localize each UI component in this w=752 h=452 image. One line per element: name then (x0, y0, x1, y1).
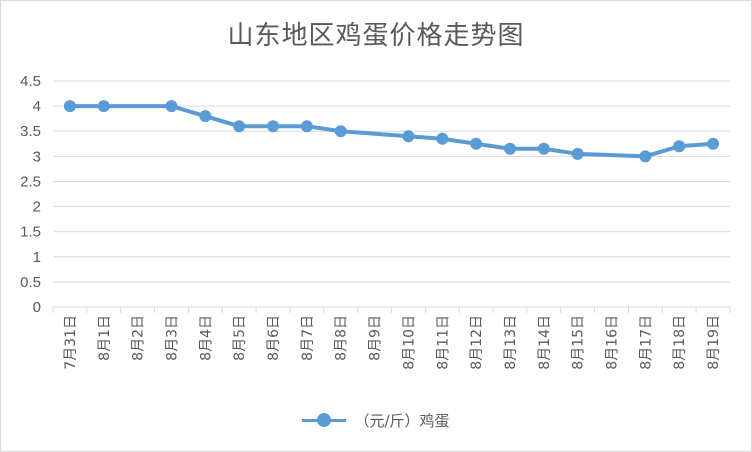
data-point (199, 110, 212, 123)
data-point (537, 142, 550, 155)
x-tick-label: 8月1日 (97, 315, 113, 361)
x-tick-label: 8月6日 (266, 315, 282, 361)
data-point (639, 150, 652, 163)
data-point (436, 132, 449, 145)
y-tick-label: 2.5 (20, 173, 41, 190)
data-point (707, 137, 720, 150)
x-tick-label: 8月3日 (164, 315, 180, 361)
x-tick-label: 8月15日 (571, 315, 587, 370)
data-point (571, 147, 584, 160)
data-point (63, 100, 76, 113)
x-tick-label: 8月12日 (469, 315, 485, 370)
x-tick-label: 8月19日 (706, 315, 722, 370)
x-tick-label: 8月4日 (198, 315, 214, 361)
x-tick-label: 7月31日 (63, 315, 79, 370)
data-point (334, 125, 347, 138)
y-tick-label: 4.5 (20, 73, 41, 90)
y-tick-label: 3 (33, 148, 41, 165)
x-tick-label: 8月2日 (131, 315, 147, 361)
x-tick-label: 8月16日 (605, 315, 621, 370)
y-tick-label: 0.5 (20, 274, 41, 291)
data-point (402, 130, 415, 143)
legend-label: （元/斤）鸡蛋 (354, 412, 450, 430)
data-point (165, 100, 178, 113)
legend-line-swatch (302, 413, 347, 427)
y-tick-label: 4 (33, 98, 41, 115)
x-tick-label: 8月10日 (401, 315, 417, 370)
x-tick-label: 8月18日 (672, 315, 688, 370)
y-tick-label: 2 (33, 199, 41, 216)
legend-marker-icon (317, 413, 332, 427)
data-point (503, 142, 516, 155)
x-tick-label: 8月17日 (638, 315, 654, 370)
x-tick-label: 8月13日 (503, 315, 519, 370)
data-point (267, 120, 280, 133)
data-point (673, 140, 686, 153)
x-tick-label: 8月7日 (300, 315, 316, 361)
y-tick-label: 3.5 (20, 123, 41, 140)
x-tick-label: 8月5日 (232, 315, 248, 361)
y-tick-label: 0 (33, 299, 41, 316)
legend: （元/斤）鸡蛋 (1, 410, 751, 431)
data-point (97, 100, 110, 113)
x-tick-label: 8月8日 (334, 315, 350, 361)
y-tick-label: 1.5 (20, 224, 41, 241)
x-tick-label: 8月9日 (368, 315, 384, 361)
data-point (233, 120, 246, 133)
data-point (300, 120, 313, 133)
chart-title: 山东地区鸡蛋价格走势图 (227, 21, 525, 51)
data-point (470, 137, 483, 150)
x-tick-label: 8月11日 (435, 315, 451, 370)
x-tick-label: 8月14日 (537, 315, 553, 370)
y-tick-label: 1 (33, 249, 41, 266)
